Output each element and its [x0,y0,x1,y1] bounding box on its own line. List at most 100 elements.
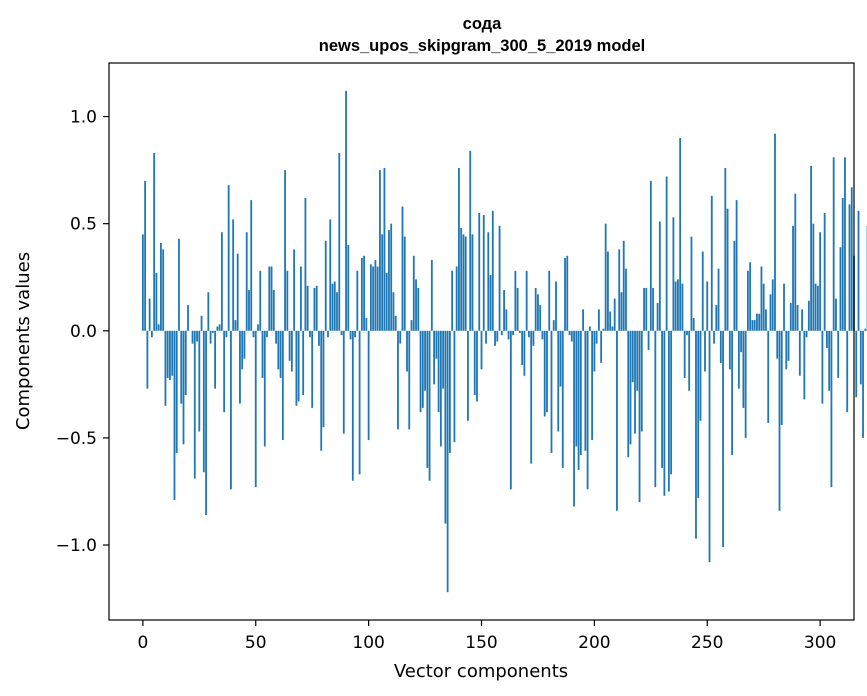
bar-201 [595,330,598,344]
bar-273 [758,313,761,331]
bar-95 [356,270,359,331]
bar-65 [288,330,291,361]
bar-270 [751,320,754,331]
bar-255 [717,268,720,331]
bar-57 [270,266,273,331]
bar-214 [625,268,627,331]
bar-34 [218,324,221,331]
bar-173 [532,330,535,346]
bar-20 [187,305,189,331]
bar-154 [489,275,492,331]
bar-61 [279,330,282,378]
bar-192 [575,330,578,447]
bar-213 [622,240,625,331]
bar-127 [428,330,431,481]
bar-167 [518,330,521,333]
bar-153 [487,232,490,331]
bar-168 [521,330,524,366]
bar-55 [266,330,268,338]
bar-16 [178,238,180,331]
bar-8 [160,242,162,331]
bar-62 [281,330,284,441]
bar-146 [471,234,474,331]
bar-118 [408,330,411,430]
bar-257 [722,330,724,548]
bar-6 [155,272,158,331]
bar-177 [541,330,544,340]
bar-150 [480,330,483,370]
bar-84 [331,283,334,331]
bar-207 [609,311,612,331]
bar-147 [473,330,476,396]
bar-299 [816,285,819,331]
bar-89 [342,330,345,434]
bar-171 [528,330,530,338]
bar-91 [347,245,350,331]
bar-123 [419,330,422,413]
bar-155 [491,210,494,331]
bar-12 [169,330,171,381]
bar-114 [399,330,402,344]
bar-278 [769,294,772,331]
bar-3 [148,298,151,331]
bar-236 [674,281,677,331]
bar-260 [728,330,731,370]
bar-109 [388,230,390,331]
bar-63 [284,170,286,331]
bar-141 [460,227,463,331]
bar-160 [503,290,505,331]
bar-313 [848,204,851,331]
bar-103 [374,260,377,331]
bar-233 [667,330,670,492]
bar-94 [354,330,356,338]
bar-30 [209,330,212,344]
bar-86 [336,292,338,331]
bar-49 [252,330,255,338]
bar-5 [153,152,156,331]
bar-251 [708,330,711,563]
y-tick-label: 1.0 [70,108,97,128]
bar-28 [205,330,207,516]
bar-33 [216,326,219,331]
bar-165 [514,270,517,331]
bar-133 [442,330,445,389]
bar-164 [512,330,515,336]
bar-54 [263,330,266,447]
bar-312 [846,330,849,413]
bar-185 [559,330,562,387]
bar-222 [643,287,645,331]
bar-37 [225,330,228,338]
bar-110 [390,223,393,331]
bar-248 [701,251,704,331]
bar-26 [200,315,203,331]
bar-163 [509,330,512,490]
bar-225 [649,180,652,331]
bar-130 [435,330,438,359]
bar-266 [742,330,745,408]
y-axis-label: Components values [13,252,34,430]
bar-283 [780,330,783,426]
bar-217 [631,330,634,383]
bar-267 [744,330,747,438]
bar-44 [241,330,244,370]
bar-298 [814,283,817,331]
bar-226 [652,287,654,331]
bar-297 [812,223,815,331]
bar-258 [724,167,727,331]
bar-218 [634,330,636,434]
x-tick-label: 100 [352,633,384,653]
bar-135 [446,330,449,593]
bar-39 [230,330,232,490]
bar-186 [561,330,564,468]
bar-285 [785,330,788,370]
bar-200 [593,330,596,372]
bar-107 [383,167,386,331]
bar-53 [261,330,264,378]
bar-82 [327,330,329,338]
bar-220 [638,330,641,503]
bar-71 [302,330,305,396]
bar-221 [640,330,643,432]
bar-64 [286,270,289,331]
bar-194 [579,330,582,456]
bar-4 [150,330,153,338]
